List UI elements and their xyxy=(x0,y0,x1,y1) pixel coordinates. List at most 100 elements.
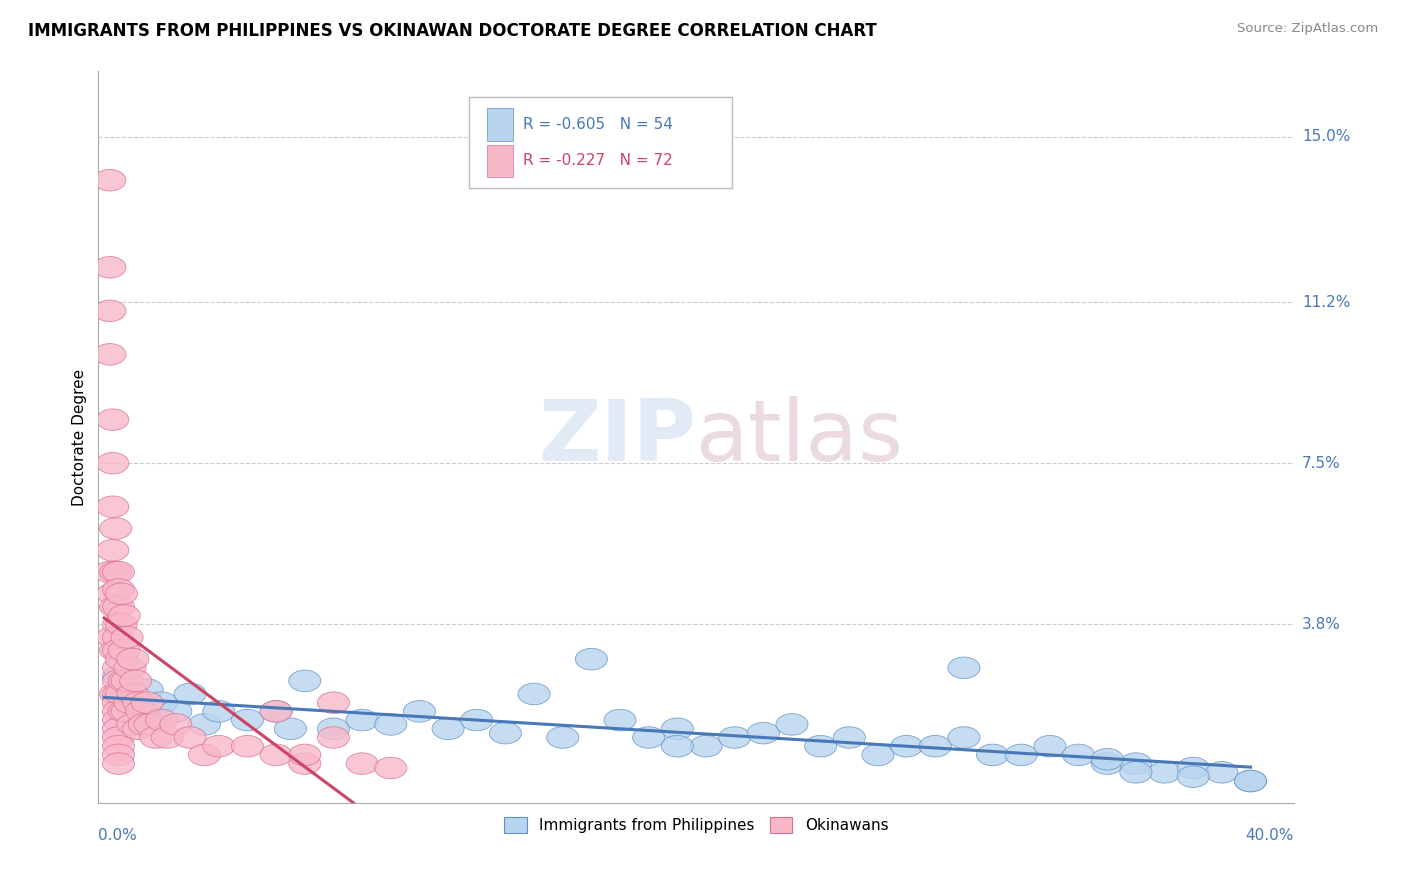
Text: Source: ZipAtlas.com: Source: ZipAtlas.com xyxy=(1237,22,1378,36)
Ellipse shape xyxy=(105,648,138,670)
Text: 3.8%: 3.8% xyxy=(1302,616,1341,632)
Ellipse shape xyxy=(948,727,980,748)
Text: R = -0.605   N = 54: R = -0.605 N = 54 xyxy=(523,117,672,131)
Text: 7.5%: 7.5% xyxy=(1302,456,1340,471)
Ellipse shape xyxy=(1149,762,1181,783)
Ellipse shape xyxy=(100,683,132,705)
Ellipse shape xyxy=(125,700,157,723)
Ellipse shape xyxy=(1177,766,1209,788)
Ellipse shape xyxy=(605,709,636,731)
Ellipse shape xyxy=(174,727,207,748)
Ellipse shape xyxy=(288,753,321,774)
Ellipse shape xyxy=(633,727,665,748)
Ellipse shape xyxy=(128,714,160,735)
Text: IMMIGRANTS FROM PHILIPPINES VS OKINAWAN DOCTORATE DEGREE CORRELATION CHART: IMMIGRANTS FROM PHILIPPINES VS OKINAWAN … xyxy=(28,22,877,40)
Y-axis label: Doctorate Degree: Doctorate Degree xyxy=(72,368,87,506)
Ellipse shape xyxy=(202,700,235,723)
Ellipse shape xyxy=(232,709,263,731)
Ellipse shape xyxy=(103,640,135,661)
Ellipse shape xyxy=(111,670,143,691)
Ellipse shape xyxy=(103,692,135,714)
Ellipse shape xyxy=(1005,744,1038,765)
Ellipse shape xyxy=(103,657,135,679)
Ellipse shape xyxy=(318,692,350,714)
Ellipse shape xyxy=(432,718,464,739)
Ellipse shape xyxy=(111,626,143,648)
Ellipse shape xyxy=(131,692,163,714)
Ellipse shape xyxy=(948,657,980,679)
Ellipse shape xyxy=(661,735,693,757)
Ellipse shape xyxy=(103,735,135,757)
Ellipse shape xyxy=(103,626,135,648)
Ellipse shape xyxy=(131,679,163,700)
Ellipse shape xyxy=(103,683,135,705)
Ellipse shape xyxy=(100,561,132,582)
Ellipse shape xyxy=(117,700,149,723)
Ellipse shape xyxy=(288,670,321,691)
Ellipse shape xyxy=(1063,744,1095,765)
Ellipse shape xyxy=(103,709,135,731)
Text: 11.2%: 11.2% xyxy=(1302,294,1350,310)
Ellipse shape xyxy=(111,700,143,723)
Ellipse shape xyxy=(100,640,132,661)
Ellipse shape xyxy=(346,753,378,774)
Ellipse shape xyxy=(920,735,952,757)
Ellipse shape xyxy=(94,561,127,582)
Ellipse shape xyxy=(105,683,138,705)
Ellipse shape xyxy=(661,718,693,739)
Ellipse shape xyxy=(94,300,127,322)
Ellipse shape xyxy=(103,561,135,582)
Ellipse shape xyxy=(97,452,129,474)
Ellipse shape xyxy=(94,257,127,278)
Ellipse shape xyxy=(103,670,135,691)
Ellipse shape xyxy=(575,648,607,670)
Ellipse shape xyxy=(1234,771,1267,792)
Ellipse shape xyxy=(117,692,149,714)
Ellipse shape xyxy=(188,714,221,735)
Ellipse shape xyxy=(1119,762,1152,783)
Ellipse shape xyxy=(517,683,550,705)
Ellipse shape xyxy=(318,727,350,748)
Ellipse shape xyxy=(690,735,723,757)
Text: atlas: atlas xyxy=(696,395,904,479)
Ellipse shape xyxy=(122,718,155,739)
Ellipse shape xyxy=(122,692,155,714)
Ellipse shape xyxy=(862,744,894,765)
Ellipse shape xyxy=(318,718,350,739)
Ellipse shape xyxy=(103,718,135,739)
Ellipse shape xyxy=(1234,771,1267,792)
Ellipse shape xyxy=(108,670,141,691)
Ellipse shape xyxy=(1091,748,1123,770)
Ellipse shape xyxy=(174,683,207,705)
Ellipse shape xyxy=(1033,735,1066,757)
Ellipse shape xyxy=(747,723,779,744)
Ellipse shape xyxy=(103,596,135,617)
Ellipse shape xyxy=(108,640,141,661)
Ellipse shape xyxy=(103,579,135,600)
Ellipse shape xyxy=(145,692,177,714)
Ellipse shape xyxy=(260,700,292,723)
Ellipse shape xyxy=(97,626,129,648)
Ellipse shape xyxy=(346,709,378,731)
Ellipse shape xyxy=(100,596,132,617)
Ellipse shape xyxy=(288,744,321,765)
Ellipse shape xyxy=(834,727,865,748)
Text: 40.0%: 40.0% xyxy=(1246,828,1294,843)
FancyBboxPatch shape xyxy=(470,97,733,188)
Ellipse shape xyxy=(114,692,146,714)
Ellipse shape xyxy=(1119,753,1152,774)
Ellipse shape xyxy=(890,735,922,757)
Ellipse shape xyxy=(139,727,172,748)
Ellipse shape xyxy=(117,683,149,705)
Ellipse shape xyxy=(114,657,146,679)
Ellipse shape xyxy=(100,517,132,540)
Ellipse shape xyxy=(94,169,127,191)
Ellipse shape xyxy=(1091,753,1123,774)
Ellipse shape xyxy=(134,714,166,735)
Ellipse shape xyxy=(804,735,837,757)
Ellipse shape xyxy=(103,744,135,765)
Ellipse shape xyxy=(274,718,307,739)
Ellipse shape xyxy=(103,700,135,723)
Ellipse shape xyxy=(1206,762,1237,783)
Ellipse shape xyxy=(547,727,579,748)
